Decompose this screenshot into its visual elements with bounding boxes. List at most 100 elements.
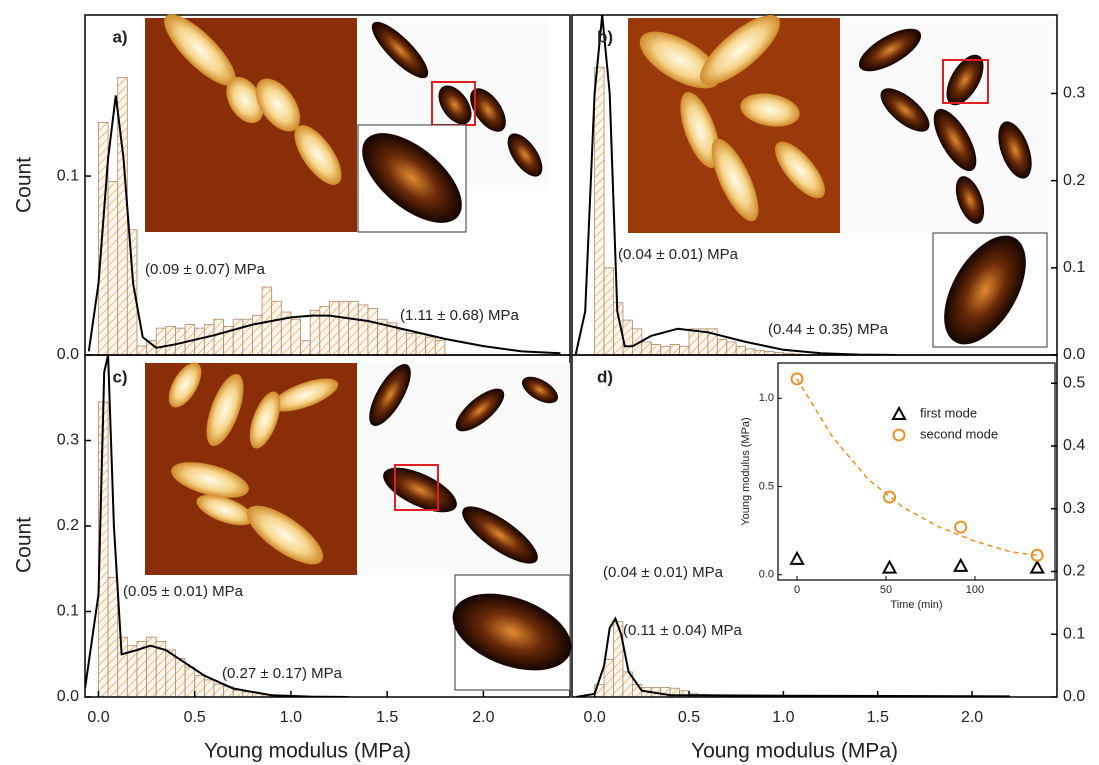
bacteria: [164, 14, 342, 185]
histogram-bar: [415, 333, 427, 355]
histogram-bar: [194, 327, 205, 355]
histogram-bar: [660, 345, 671, 355]
y-tick-label: 0.1: [1063, 259, 1085, 276]
histogram-bar: [117, 636, 128, 697]
x-tick-label: 1.5: [376, 709, 398, 726]
histogram-bar: [745, 348, 756, 355]
fit-annotation: (0.04 ± 0.01) MPa: [618, 246, 739, 263]
afm-images: [145, 14, 1055, 691]
y-tick-label: 0.1: [1063, 625, 1085, 642]
x-tick-label: 50: [880, 584, 892, 596]
histogram-bar: [348, 300, 359, 355]
panel-label: d): [597, 367, 613, 386]
x-tick-label: 0.5: [678, 709, 700, 726]
histogram-bar: [319, 306, 330, 355]
x-tick-label: 1.5: [867, 709, 889, 726]
y-tick-label: 0.5: [1063, 374, 1085, 391]
histogram-bar: [271, 300, 282, 355]
x-tick-label: 1.0: [280, 709, 302, 726]
histogram-bar: [155, 327, 167, 355]
fit-annotation: (0.04 ± 0.01) MPa: [603, 564, 724, 581]
histogram-bar: [136, 345, 147, 355]
plot-area: [85, 355, 349, 697]
histogram-bar: [613, 621, 624, 697]
fit-annotation: (0.05 ± 0.01) MPa: [123, 583, 244, 600]
triangle-marker: [891, 405, 907, 420]
y-tick-label: 0.0: [57, 688, 79, 705]
triangle-marker: [789, 550, 805, 565]
histogram-bar: [107, 576, 119, 697]
histogram-bar: [735, 345, 747, 355]
y-tick-label: 0.0: [759, 569, 774, 581]
fit-annotation: (0.11 ± 0.04) MPa: [623, 622, 743, 639]
histogram-bar: [165, 649, 176, 697]
y-tick-label: 0.2: [1063, 563, 1085, 580]
histogram-bar: [434, 340, 446, 355]
triangle-marker: [1029, 559, 1045, 574]
x-tick-label: 1.0: [772, 709, 794, 726]
inset-frame: [777, 362, 1056, 581]
histogram-bar: [194, 675, 205, 697]
histogram-bar: [252, 315, 263, 355]
histogram-bar: [650, 344, 662, 355]
histogram-bar: [679, 345, 690, 355]
histogram-bar: [126, 645, 138, 697]
x-tick-label: 2.0: [472, 709, 494, 726]
histogram-bar: [688, 328, 699, 355]
y-tick-label: 0.2: [1063, 172, 1085, 189]
histogram-bar: [126, 229, 138, 355]
fit-annotation: (0.09 ± 0.07) MPa: [145, 261, 266, 278]
panel-label: a): [112, 27, 127, 46]
triangle-marker: [881, 559, 898, 574]
y-tick-label: 0.3: [57, 432, 79, 449]
histogram-bar: [631, 684, 643, 697]
histogram-bar: [232, 318, 244, 355]
circle-marker: [892, 428, 906, 442]
x-axis-label: Young modulus (MPa): [204, 740, 411, 763]
circle-marker: [954, 520, 968, 534]
histogram-bar: [329, 300, 340, 355]
y-tick-label: 0.0: [1063, 688, 1085, 705]
histogram-bar: [716, 338, 728, 355]
fit-annotation: (1.11 ± 0.68) MPa: [400, 307, 520, 324]
y-tick-label: 0.1: [57, 603, 79, 620]
y-tick-label: 0.5: [759, 480, 774, 492]
histogram-bar: [309, 309, 321, 355]
plot-area: [87, 77, 561, 355]
x-tick-label: 0.0: [87, 709, 109, 726]
y-tick-label: 0.4: [1063, 437, 1085, 454]
histogram-bar: [669, 344, 680, 355]
histogram-bar: [603, 658, 614, 697]
histogram-bar: [406, 333, 417, 355]
x-tick-label: 100: [966, 584, 984, 596]
panel-label: b): [597, 27, 613, 46]
histogram-bar: [165, 325, 176, 355]
fit-annotation: (0.44 ± 0.35) MPa: [768, 321, 889, 338]
circle-marker: [883, 490, 897, 504]
y-axis-label: Young modulus (MPa): [740, 417, 752, 525]
fit-curve: [87, 95, 561, 355]
x-tick-label: 2.0: [961, 709, 983, 726]
y-tick-label: 0.2: [57, 517, 79, 534]
histogram-bar: [622, 319, 633, 355]
histogram-bar: [300, 340, 311, 355]
panel-label: c): [112, 367, 127, 386]
histogram-bar: [98, 121, 109, 355]
panel-frame: [571, 354, 1058, 698]
histogram-bar: [203, 324, 215, 355]
inset-background: [778, 363, 1055, 580]
y-tick-label: 0.3: [1063, 85, 1085, 102]
legend-label: first mode: [920, 405, 977, 420]
histogram-bar: [594, 66, 605, 355]
y-axis-label: Count: [13, 517, 36, 573]
circle-marker: [790, 372, 804, 386]
x-tick-label: 0: [794, 584, 800, 596]
x-tick-label: 0.5: [184, 709, 206, 726]
x-tick-label: 0.0: [584, 709, 606, 726]
histogram-bar: [232, 689, 244, 697]
overlay-layer: 0.0 0.1 Count a) (0.09 ± 0.07) MPa (1.11 ± 0.…: [13, 27, 1086, 762]
fit-curve: [85, 355, 349, 697]
histogram-bar: [425, 336, 436, 355]
